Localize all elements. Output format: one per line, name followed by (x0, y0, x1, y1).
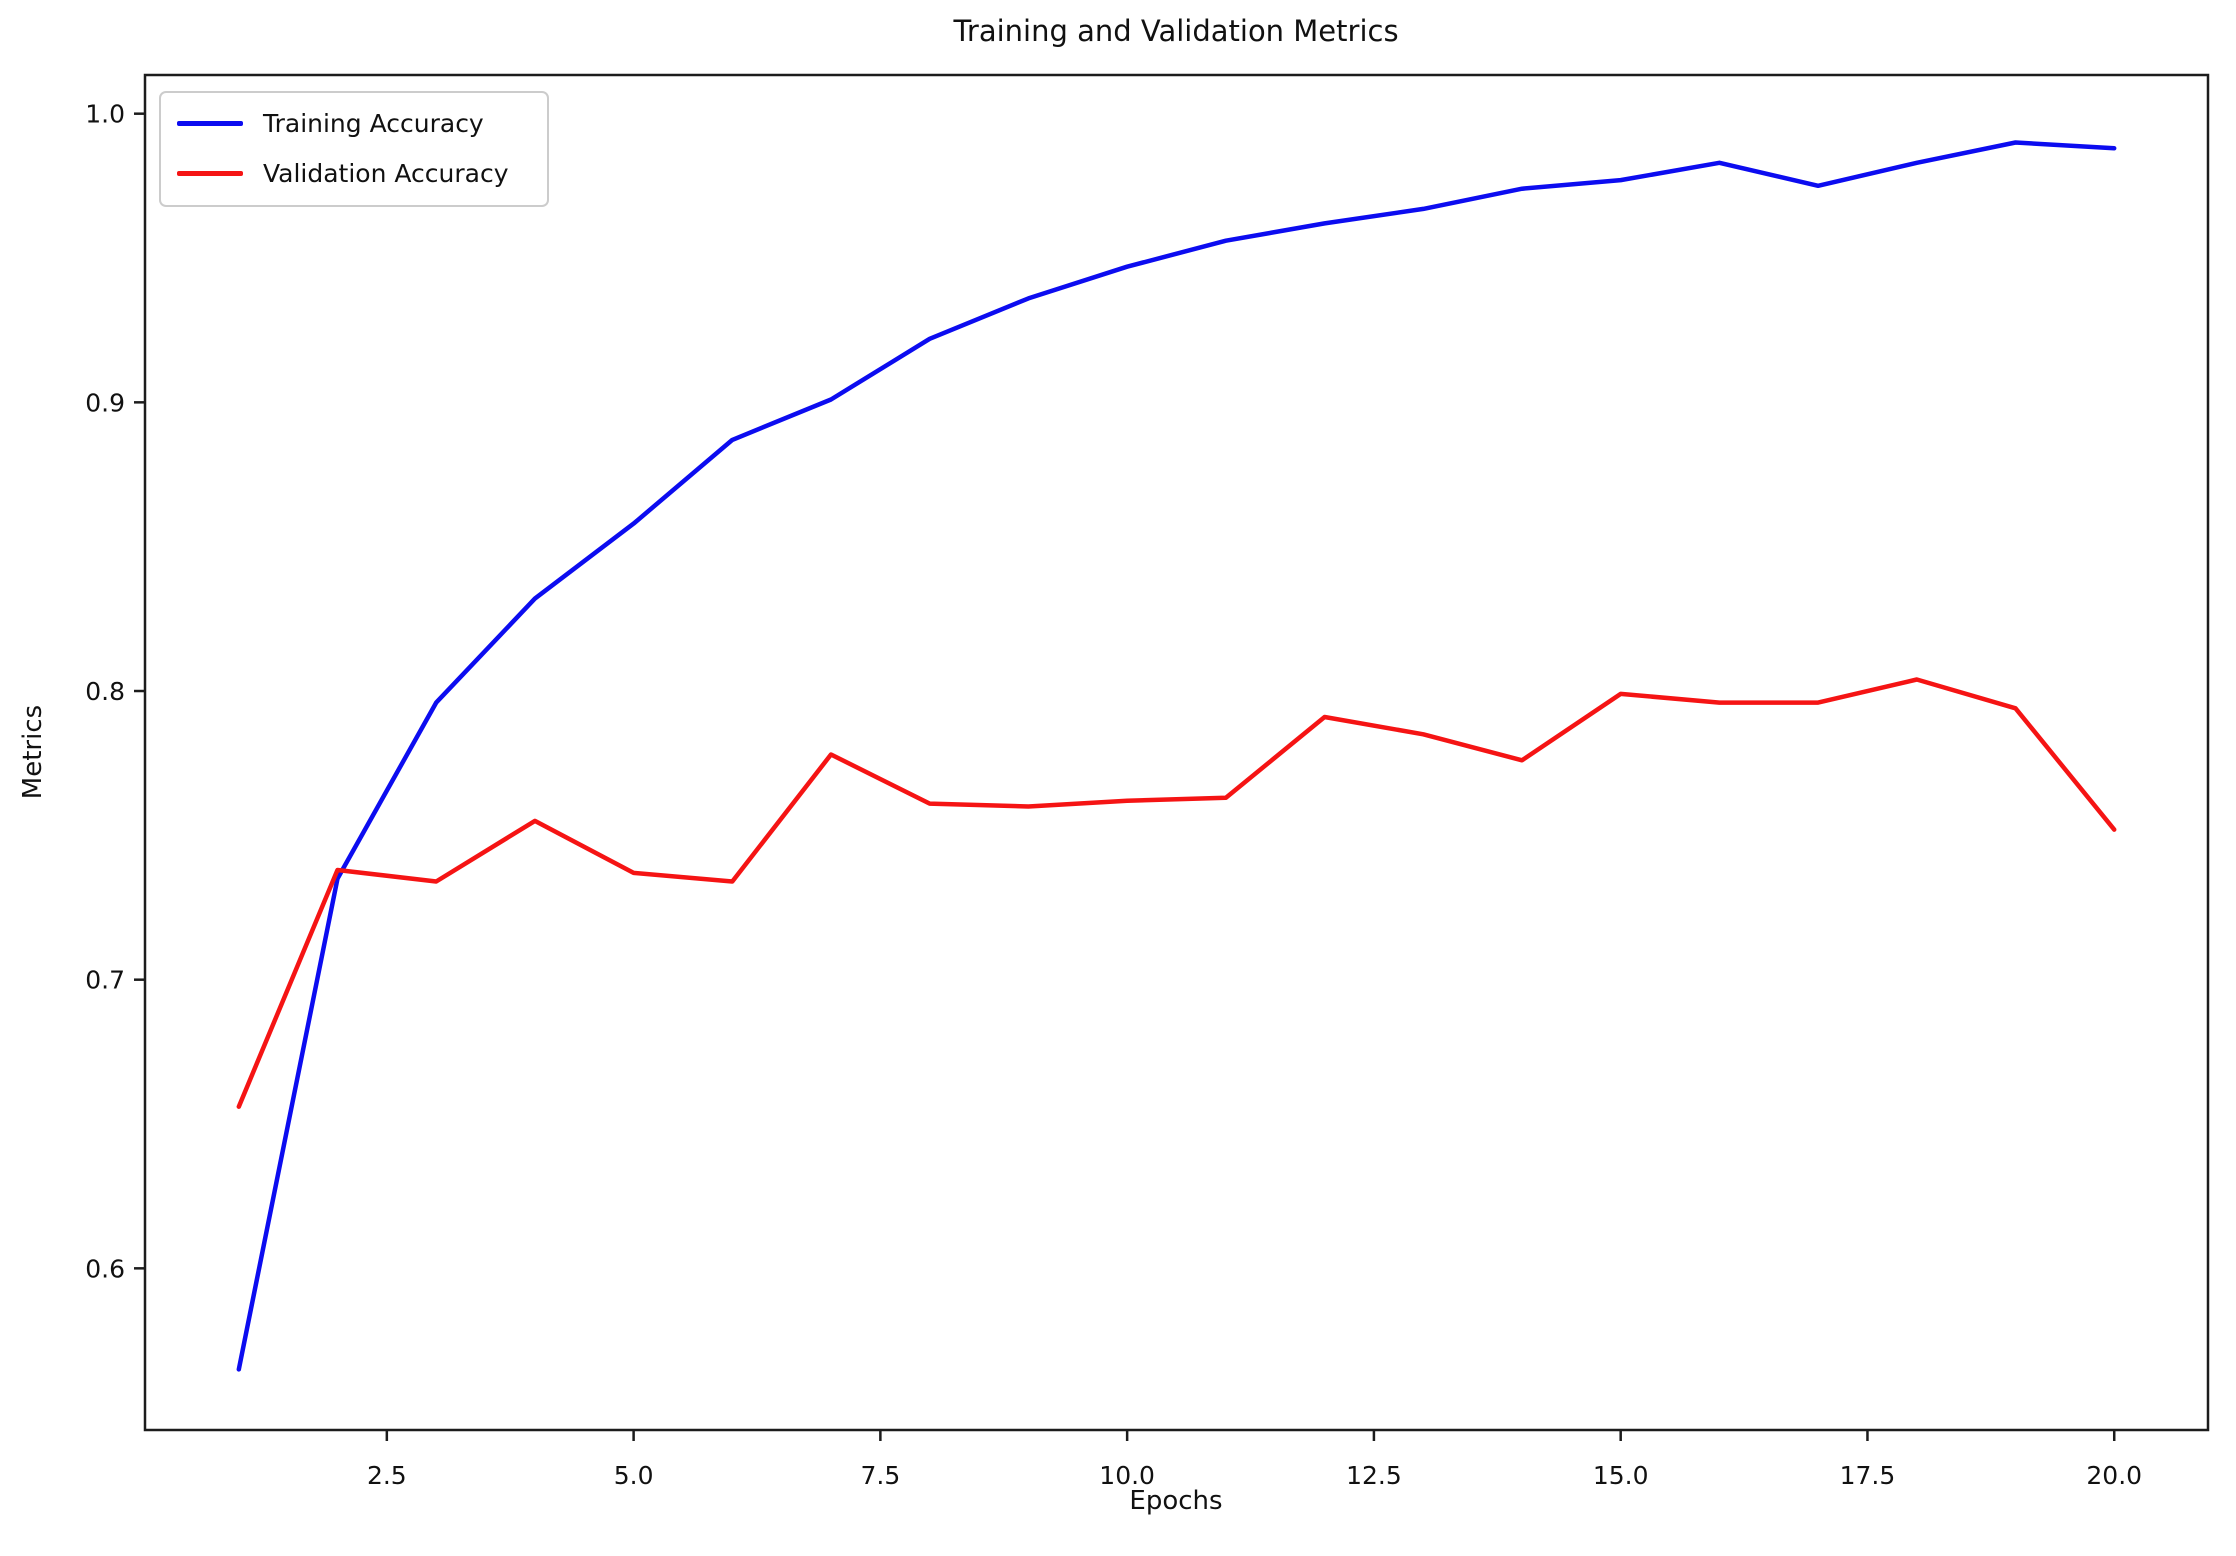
legend-label-training: Training Accuracy (263, 108, 484, 138)
training-line-swatch (177, 120, 243, 126)
chart-title: Training and Validation Metrics (953, 14, 1399, 48)
x-tick-label: 10.0 (1099, 1461, 1155, 1490)
legend-entry-validation: Validation Accuracy (177, 153, 509, 193)
legend-entry-training: Training Accuracy (177, 103, 509, 143)
validation-line-swatch (177, 170, 243, 176)
series-line-training-accuracy (236, 140, 2117, 1372)
x-tick-label: 15.0 (1593, 1461, 1649, 1490)
y-tick-label: 0.8 (85, 677, 125, 706)
legend: Training Accuracy Validation Accuracy (159, 91, 549, 207)
x-tick-label: 7.5 (860, 1461, 900, 1490)
x-tick-label: 2.5 (367, 1461, 407, 1490)
y-tick-label: 0.6 (85, 1254, 125, 1283)
x-axis-label: Epochs (1129, 1486, 1223, 1516)
series-line-validation-accuracy (236, 677, 2117, 1109)
x-tick-label: 20.0 (2086, 1461, 2142, 1490)
y-tick-label: 0.7 (85, 966, 125, 995)
legend-label-validation: Validation Accuracy (263, 158, 509, 188)
y-tick-label: 0.9 (85, 388, 125, 417)
x-tick-label: 17.5 (1840, 1461, 1896, 1490)
axes-spines (143, 73, 2210, 1432)
y-tick-label: 1.0 (85, 100, 125, 129)
y-axis-label: Metrics (18, 704, 48, 800)
x-tick-label: 12.5 (1346, 1461, 1402, 1490)
x-tick-label: 5.0 (614, 1461, 654, 1490)
